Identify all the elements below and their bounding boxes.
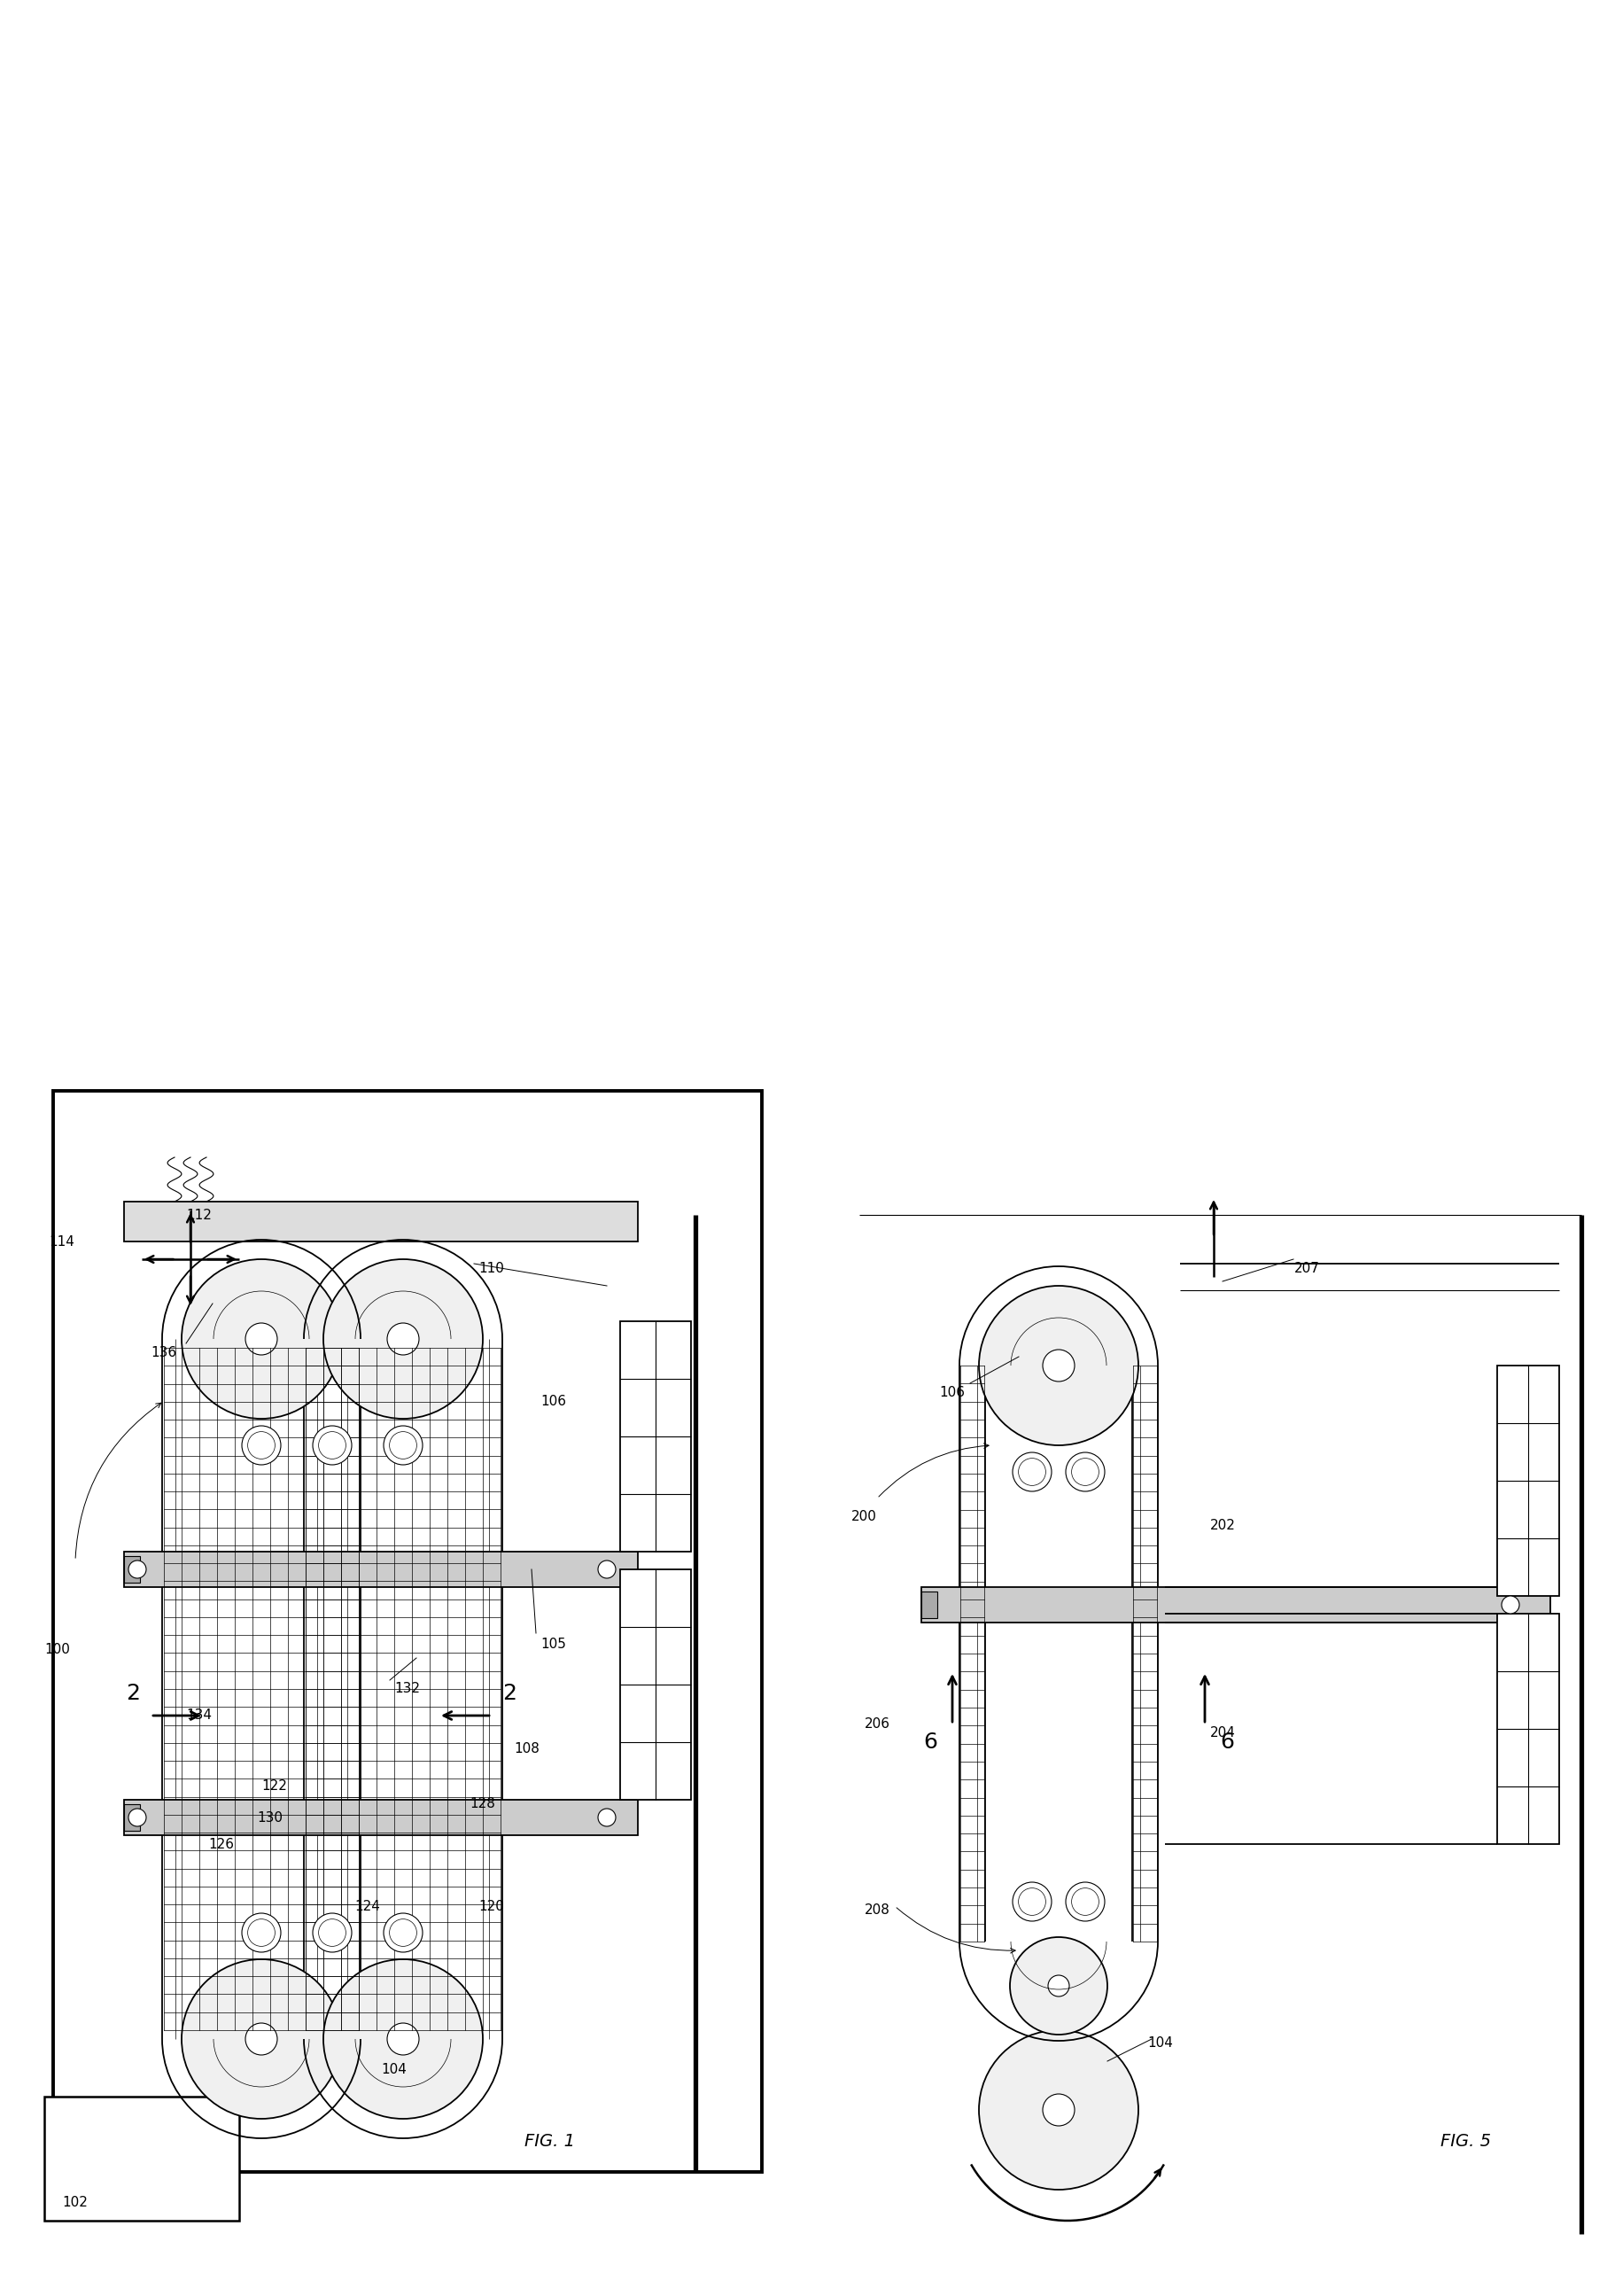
Circle shape (389, 1919, 417, 1947)
Text: 120: 120 (480, 1899, 504, 1913)
Bar (620, 1320, 691, 1552)
Bar (124, 1552, 638, 1587)
Text: 6: 6 (1219, 1731, 1234, 1752)
Circle shape (181, 1958, 341, 2119)
Text: 2: 2 (126, 1683, 141, 1704)
Text: 204: 204 (1210, 1727, 1235, 1740)
Circle shape (1072, 1458, 1098, 1486)
Text: 102: 102 (63, 2197, 89, 2209)
Circle shape (318, 1919, 346, 1947)
Text: 114: 114 (48, 1235, 74, 1249)
Circle shape (247, 1919, 275, 1947)
Text: 104: 104 (381, 2064, 407, 2076)
Circle shape (1074, 1892, 1097, 1913)
Circle shape (598, 1561, 615, 1577)
Circle shape (242, 1913, 281, 1952)
Circle shape (245, 2023, 278, 2055)
Circle shape (323, 1258, 483, 1419)
Circle shape (129, 1561, 147, 1577)
Circle shape (323, 1958, 483, 2119)
Text: FIG. 5: FIG. 5 (1441, 2133, 1491, 2149)
Bar (1497, 1366, 1558, 1596)
Circle shape (1043, 1350, 1074, 1382)
Text: 110: 110 (480, 1261, 504, 1274)
Circle shape (388, 1322, 418, 1355)
Text: 100: 100 (45, 1642, 71, 1655)
Circle shape (1021, 1892, 1043, 1913)
Text: 106: 106 (940, 1384, 966, 1398)
Circle shape (598, 1809, 615, 1825)
Text: 6: 6 (924, 1731, 937, 1752)
Text: 136: 136 (150, 1345, 176, 1359)
Circle shape (318, 1433, 346, 1458)
Text: 104: 104 (1148, 2037, 1174, 2050)
Circle shape (181, 1258, 341, 1419)
Text: 130: 130 (257, 1812, 283, 1823)
Text: 202: 202 (1210, 1518, 1235, 1531)
Text: 105: 105 (541, 1637, 567, 1651)
Circle shape (392, 1922, 413, 1942)
Circle shape (313, 1426, 352, 1465)
Text: 134: 134 (186, 1708, 212, 1722)
Text: 124: 124 (355, 1899, 381, 1913)
Text: 112: 112 (187, 1208, 212, 1221)
Text: 106: 106 (541, 1394, 567, 1407)
Circle shape (1502, 1596, 1520, 1614)
Bar (53, 1091, 762, 2172)
Text: 108: 108 (514, 1743, 539, 1754)
Bar (921, 1591, 937, 1619)
Circle shape (1043, 2094, 1074, 2126)
Text: 126: 126 (208, 1837, 234, 1851)
Circle shape (1021, 1460, 1043, 1483)
Circle shape (1072, 1887, 1098, 1915)
Text: 2: 2 (502, 1683, 517, 1704)
Bar (124, 1800, 638, 1835)
Bar (124, 1805, 141, 1830)
Text: 132: 132 (394, 1683, 420, 1697)
Bar (124, 1557, 141, 1582)
Text: FIG. 1: FIG. 1 (523, 2133, 575, 2149)
Circle shape (1013, 1883, 1051, 1922)
Circle shape (1009, 1938, 1108, 2034)
Bar (620, 1570, 691, 1800)
Bar (124, 1201, 638, 1242)
Circle shape (321, 1435, 342, 1456)
Circle shape (313, 1913, 352, 1952)
Circle shape (1074, 1460, 1097, 1483)
Circle shape (979, 2030, 1139, 2190)
Circle shape (321, 1922, 342, 1942)
Bar (1497, 1614, 1558, 1844)
Circle shape (1013, 1453, 1051, 1492)
Circle shape (129, 1809, 147, 1825)
Circle shape (247, 1433, 275, 1458)
Circle shape (1019, 1887, 1047, 1915)
Circle shape (1048, 1975, 1069, 1998)
Text: 207: 207 (1294, 1261, 1319, 1274)
Text: 200: 200 (851, 1508, 877, 1522)
Circle shape (245, 1322, 278, 1355)
Bar (44, 2096, 239, 2220)
Circle shape (389, 1433, 417, 1458)
Text: 206: 206 (864, 1717, 890, 1731)
Circle shape (250, 1922, 271, 1942)
Text: 208: 208 (864, 1903, 890, 1917)
Circle shape (384, 1913, 423, 1952)
Circle shape (1019, 1458, 1047, 1486)
Circle shape (384, 1426, 423, 1465)
Circle shape (1066, 1883, 1105, 1922)
Circle shape (1066, 1453, 1105, 1492)
Text: 122: 122 (262, 1779, 287, 1793)
Circle shape (392, 1435, 413, 1456)
Circle shape (242, 1426, 281, 1465)
Circle shape (388, 2023, 418, 2055)
Circle shape (979, 1286, 1139, 1444)
Circle shape (250, 1435, 271, 1456)
Bar (921, 1587, 1550, 1623)
Text: 128: 128 (470, 1798, 496, 1812)
